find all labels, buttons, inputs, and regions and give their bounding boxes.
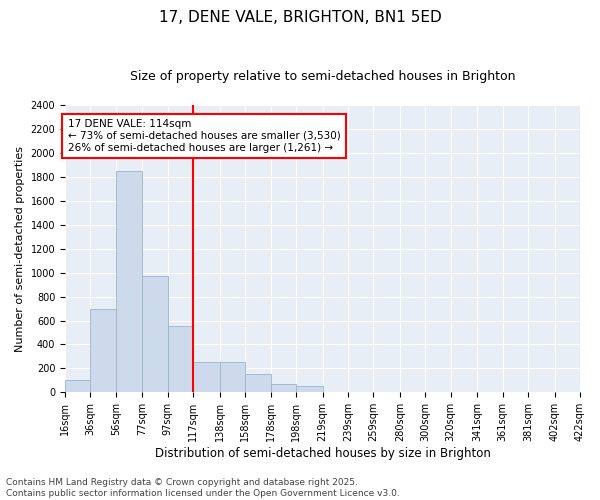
Bar xyxy=(271,384,296,392)
Y-axis label: Number of semi-detached properties: Number of semi-detached properties xyxy=(15,146,25,352)
Bar xyxy=(193,362,220,392)
X-axis label: Distribution of semi-detached houses by size in Brighton: Distribution of semi-detached houses by … xyxy=(155,447,490,460)
Bar xyxy=(220,362,245,392)
Text: 17, DENE VALE, BRIGHTON, BN1 5ED: 17, DENE VALE, BRIGHTON, BN1 5ED xyxy=(158,10,442,25)
Text: 17 DENE VALE: 114sqm
← 73% of semi-detached houses are smaller (3,530)
26% of se: 17 DENE VALE: 114sqm ← 73% of semi-detac… xyxy=(68,120,340,152)
Bar xyxy=(296,386,323,392)
Bar xyxy=(91,308,116,392)
Bar xyxy=(245,374,271,392)
Bar xyxy=(142,276,168,392)
Text: Contains HM Land Registry data © Crown copyright and database right 2025.
Contai: Contains HM Land Registry data © Crown c… xyxy=(6,478,400,498)
Bar xyxy=(168,326,193,392)
Bar xyxy=(116,171,142,392)
Title: Size of property relative to semi-detached houses in Brighton: Size of property relative to semi-detach… xyxy=(130,70,515,83)
Bar xyxy=(65,380,91,392)
